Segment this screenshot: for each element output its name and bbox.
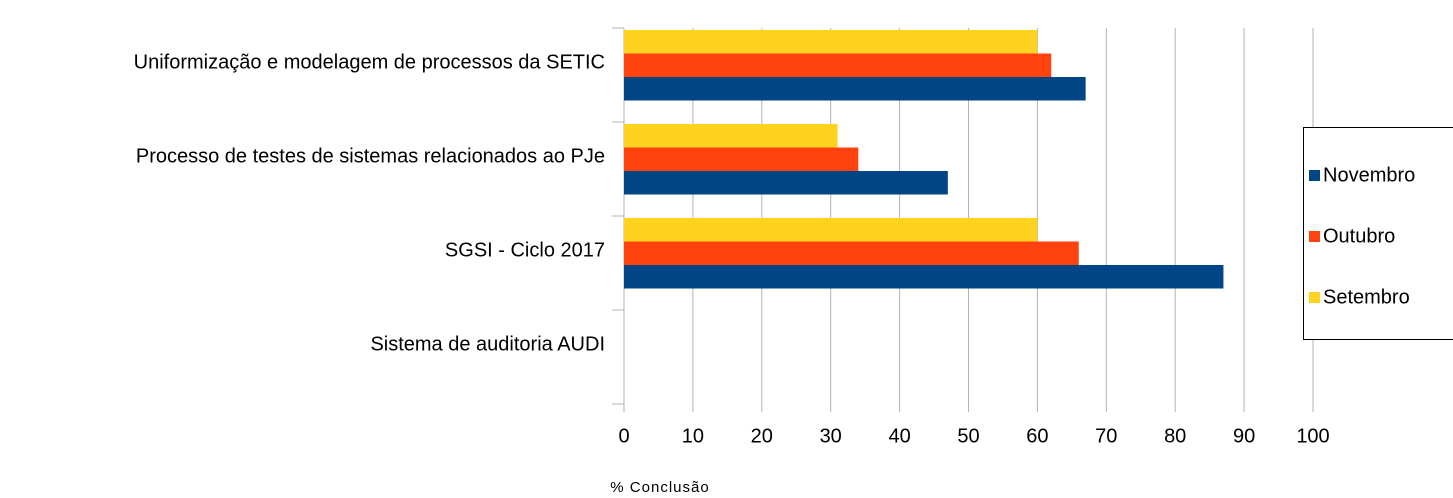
- bar: [624, 30, 1038, 54]
- bar: [624, 124, 838, 148]
- bar: [624, 171, 948, 195]
- x-tick-label: 100: [1296, 425, 1329, 447]
- legend-label: Novembro: [1323, 164, 1415, 186]
- legend-swatch: [1309, 231, 1320, 242]
- bar: [624, 265, 1224, 289]
- legend-label: Setembro: [1323, 286, 1410, 308]
- y-tick-label: SGSI - Ciclo 2017: [445, 239, 605, 261]
- x-tick-label: 60: [1026, 425, 1048, 447]
- bar: [624, 77, 1086, 101]
- legend-label: Outubro: [1323, 225, 1395, 247]
- x-tick-label: 30: [820, 425, 842, 447]
- legend-swatch: [1309, 292, 1320, 303]
- x-tick-label: 70: [1095, 425, 1117, 447]
- x-tick-label: 90: [1233, 425, 1255, 447]
- x-tick-label: 50: [957, 425, 979, 447]
- x-tick-label: 20: [751, 425, 773, 447]
- x-axis-title: % Conclusão: [610, 479, 709, 496]
- x-tick-label: 80: [1164, 425, 1186, 447]
- y-tick-label: Processo de testes de sistemas relaciona…: [136, 145, 605, 167]
- legend-swatch: [1309, 170, 1320, 181]
- y-tick-label: Sistema de auditoria AUDI: [370, 333, 605, 355]
- x-tick-label: 0: [618, 425, 629, 447]
- x-tick-label: 40: [888, 425, 910, 447]
- legend-box: [1303, 127, 1453, 340]
- bar: [624, 53, 1052, 77]
- bar: [624, 218, 1038, 242]
- y-tick-label: Uniformização e modelagem de processos d…: [134, 51, 605, 73]
- x-tick-label: 10: [682, 425, 704, 447]
- bar: [624, 147, 859, 171]
- bar: [624, 241, 1079, 265]
